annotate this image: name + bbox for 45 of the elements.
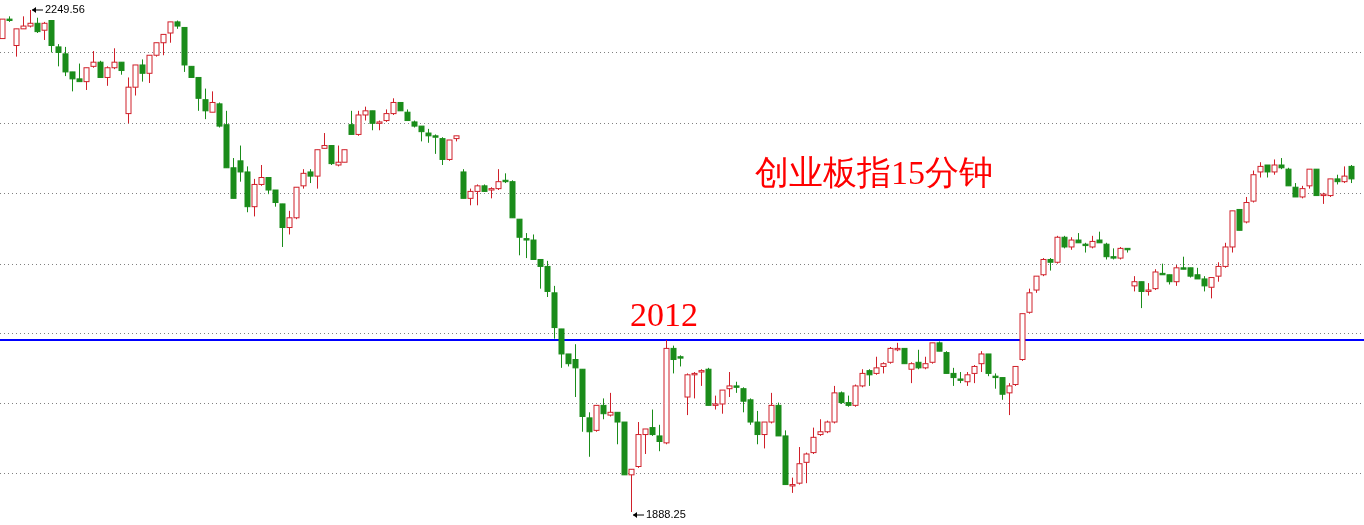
candlestick (1208, 277, 1215, 299)
annotation: 1888.25 (646, 507, 686, 520)
candlestick (83, 67, 90, 91)
candlestick (328, 145, 335, 166)
candlestick (929, 342, 936, 365)
candlestick (279, 203, 286, 248)
candlestick (600, 397, 607, 420)
candlestick (908, 361, 915, 384)
text: 创业板指15分钟 (755, 154, 993, 191)
candlestick (55, 43, 62, 67)
candlestick (439, 136, 446, 166)
candlestick (656, 424, 663, 452)
candlestick (369, 110, 376, 131)
candlestick (628, 468, 635, 513)
candlestick (586, 411, 593, 458)
candlestick (348, 110, 355, 135)
candlestick (796, 446, 803, 486)
candlestick (1348, 164, 1355, 184)
candlestick (167, 21, 174, 44)
candlestick (446, 139, 453, 162)
candlestick (1306, 168, 1313, 190)
candlestick (649, 409, 656, 437)
candlestick (1173, 264, 1180, 287)
candlestick (985, 353, 992, 377)
candlestick (209, 90, 216, 113)
candlestick (1243, 196, 1250, 224)
candlestick (1236, 208, 1243, 231)
candlestick (810, 427, 817, 455)
candlestick (978, 350, 985, 373)
candlestick (1285, 167, 1292, 187)
candlestick (202, 88, 209, 120)
candlestick (873, 356, 880, 376)
candlestick (726, 371, 733, 398)
candlestick (139, 58, 146, 83)
candlestick (1152, 268, 1159, 291)
candlestick (516, 218, 523, 256)
candlestick (300, 168, 307, 190)
candlestick (41, 21, 48, 41)
candlestick (1138, 281, 1145, 309)
candlestick (1026, 288, 1033, 315)
candlestick (1040, 257, 1047, 277)
candlestick (971, 364, 978, 384)
candlestick (803, 452, 810, 484)
ref-line-label: 2012 (630, 296, 698, 334)
annotation: 2249.56 (45, 2, 85, 15)
